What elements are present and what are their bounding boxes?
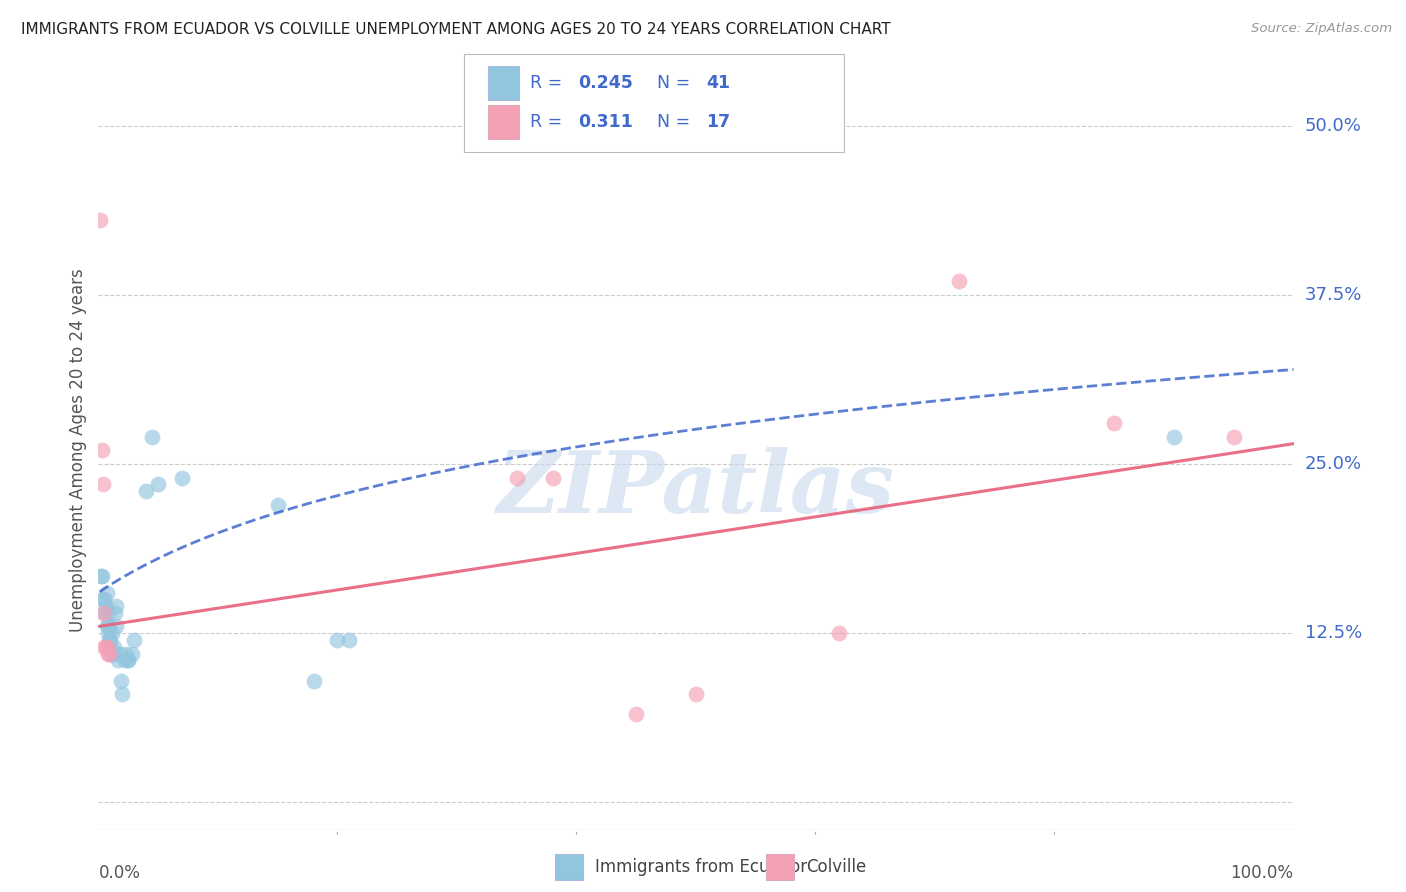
Point	[148, 477, 170, 491]
Point	[1163, 430, 1185, 444]
Text: R =: R =	[530, 74, 568, 92]
Text: N =: N =	[657, 74, 696, 92]
Point	[506, 470, 529, 484]
Point	[96, 585, 118, 599]
Text: 37.5%: 37.5%	[1305, 285, 1362, 304]
Text: 0.0%: 0.0%	[98, 864, 141, 882]
Point	[267, 498, 290, 512]
Text: 41: 41	[706, 74, 730, 92]
Point	[96, 619, 118, 633]
Point	[98, 633, 122, 648]
Point	[91, 592, 114, 607]
Point	[93, 606, 115, 620]
Text: Colville: Colville	[806, 858, 866, 876]
Point	[626, 707, 648, 722]
Point	[685, 687, 707, 701]
Point	[339, 633, 361, 648]
Point	[96, 640, 118, 654]
Text: 0.245: 0.245	[578, 74, 633, 92]
Point	[107, 653, 129, 667]
Text: 25.0%: 25.0%	[1305, 455, 1362, 473]
Y-axis label: Unemployment Among Ages 20 to 24 years: Unemployment Among Ages 20 to 24 years	[69, 268, 87, 632]
Point	[121, 647, 143, 661]
Point	[98, 640, 122, 654]
Text: R =: R =	[530, 113, 574, 131]
Point	[141, 430, 163, 444]
Point	[93, 606, 115, 620]
Point	[101, 647, 124, 661]
Point	[103, 640, 125, 654]
Point	[326, 633, 349, 648]
Point	[948, 274, 970, 288]
Point	[98, 647, 121, 661]
Point	[108, 647, 131, 661]
Text: ZIPatlas: ZIPatlas	[496, 447, 896, 530]
Point	[1104, 417, 1126, 431]
Point	[91, 443, 114, 458]
Point	[104, 606, 127, 620]
Point	[1223, 430, 1246, 444]
Text: N =: N =	[657, 113, 696, 131]
Point	[124, 633, 146, 648]
Point	[98, 619, 121, 633]
Point	[100, 647, 122, 661]
Point	[105, 619, 128, 633]
Point	[135, 484, 157, 499]
Text: IMMIGRANTS FROM ECUADOR VS COLVILLE UNEMPLOYMENT AMONG AGES 20 TO 24 YEARS CORRE: IMMIGRANTS FROM ECUADOR VS COLVILLE UNEM…	[21, 22, 891, 37]
Point	[97, 606, 120, 620]
Point	[828, 626, 851, 640]
Point	[117, 653, 139, 667]
Point	[93, 592, 115, 607]
Point	[97, 626, 120, 640]
Point	[541, 470, 564, 484]
Point	[117, 653, 139, 667]
Point	[91, 569, 114, 583]
Point	[94, 640, 117, 654]
Point	[114, 653, 136, 667]
Point	[111, 687, 134, 701]
Point	[115, 647, 138, 661]
Text: 0.311: 0.311	[578, 113, 633, 131]
Point	[105, 599, 128, 614]
Text: Immigrants from Ecuador: Immigrants from Ecuador	[595, 858, 807, 876]
Text: 17: 17	[706, 113, 730, 131]
Point	[94, 599, 117, 614]
Point	[97, 619, 120, 633]
Text: Source: ZipAtlas.com: Source: ZipAtlas.com	[1251, 22, 1392, 36]
Point	[110, 673, 132, 688]
Point	[302, 673, 325, 688]
Point	[172, 470, 194, 484]
Point	[90, 569, 112, 583]
Point	[91, 477, 114, 491]
Point	[89, 213, 111, 227]
Point	[98, 633, 121, 648]
Text: 100.0%: 100.0%	[1230, 864, 1294, 882]
Point	[100, 626, 122, 640]
Point	[97, 647, 120, 661]
Text: 12.5%: 12.5%	[1305, 624, 1362, 642]
Point	[93, 640, 115, 654]
Text: 50.0%: 50.0%	[1305, 117, 1361, 135]
